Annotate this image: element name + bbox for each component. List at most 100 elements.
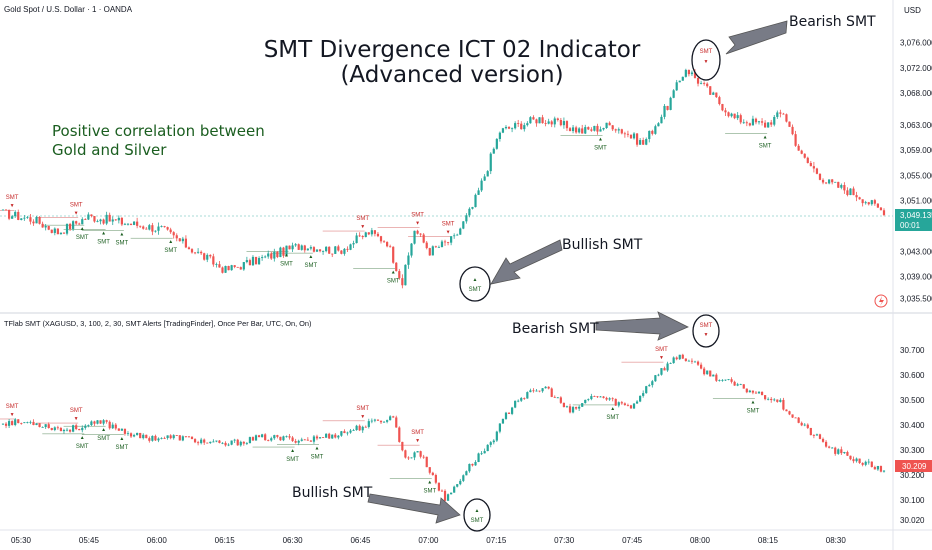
candle-body[interactable]: [486, 444, 489, 452]
candle-body[interactable]: [870, 200, 873, 205]
candle-body[interactable]: [440, 241, 444, 248]
candle-body[interactable]: [831, 179, 834, 183]
candle-body[interactable]: [477, 453, 480, 462]
candle-body[interactable]: [120, 217, 123, 225]
candle-body[interactable]: [72, 425, 75, 432]
candle-body[interactable]: [541, 388, 544, 392]
candle-body[interactable]: [200, 439, 203, 444]
candle-body[interactable]: [736, 384, 739, 386]
candle-body[interactable]: [809, 162, 812, 167]
candle-body[interactable]: [50, 428, 53, 431]
candle-body[interactable]: [312, 247, 316, 252]
candle-body[interactable]: [651, 130, 654, 134]
candle-body[interactable]: [651, 381, 654, 386]
candle-body[interactable]: [242, 262, 245, 270]
candle-body[interactable]: [261, 257, 264, 259]
candle-body[interactable]: [824, 182, 828, 184]
candle-body[interactable]: [142, 226, 145, 229]
candle-body[interactable]: [309, 247, 312, 249]
candle-body[interactable]: [501, 128, 505, 133]
candle-body[interactable]: [184, 238, 188, 248]
candle-body[interactable]: [450, 236, 453, 243]
candle-body[interactable]: [212, 256, 215, 265]
candle-body[interactable]: [50, 229, 53, 233]
candle-body[interactable]: [690, 360, 694, 362]
last-price-tag-gold[interactable]: [895, 209, 932, 231]
candle-body[interactable]: [431, 472, 434, 476]
candle-body[interactable]: [270, 438, 273, 441]
candle-body[interactable]: [575, 407, 578, 409]
candle-body[interactable]: [852, 459, 855, 462]
candle-body[interactable]: [230, 440, 233, 445]
candle-body[interactable]: [242, 441, 245, 444]
candle-body[interactable]: [623, 403, 626, 405]
candle-body[interactable]: [693, 72, 697, 78]
candle-body[interactable]: [776, 399, 779, 402]
candle-body[interactable]: [437, 482, 441, 491]
candle-body[interactable]: [32, 221, 35, 224]
candle-body[interactable]: [401, 441, 404, 451]
candle-body[interactable]: [815, 434, 819, 436]
candle-body[interactable]: [617, 129, 620, 131]
candle-body[interactable]: [376, 419, 380, 421]
candle-body[interactable]: [197, 442, 200, 444]
indicator-legend[interactable]: TFlab SMT (XAGUSD, 3, 100, 2, 30, SMT Al…: [4, 319, 312, 328]
candle-body[interactable]: [352, 430, 355, 431]
candle-body[interactable]: [788, 121, 791, 127]
candle-body[interactable]: [358, 235, 361, 237]
candle-body[interactable]: [620, 129, 623, 134]
candle-body[interactable]: [803, 424, 806, 426]
candle-body[interactable]: [72, 221, 75, 229]
candle-body[interactable]: [1, 209, 5, 211]
candle-body[interactable]: [535, 119, 538, 124]
candle-body[interactable]: [315, 436, 319, 439]
candle-body[interactable]: [65, 429, 69, 431]
candle-body[interactable]: [590, 396, 593, 400]
candle-body[interactable]: [757, 391, 761, 394]
candle-body[interactable]: [334, 246, 337, 254]
candle-body[interactable]: [733, 113, 736, 119]
candle-body[interactable]: [443, 241, 447, 243]
candle-body[interactable]: [614, 398, 617, 406]
candle-body[interactable]: [361, 236, 364, 238]
candle-body[interactable]: [785, 409, 788, 412]
candle-body[interactable]: [422, 234, 425, 243]
candle-body[interactable]: [855, 458, 858, 462]
candle-body[interactable]: [75, 425, 78, 430]
candle-body[interactable]: [53, 228, 56, 233]
candle-body[interactable]: [404, 264, 407, 286]
candle-body[interactable]: [635, 133, 639, 145]
candle-body[interactable]: [166, 227, 169, 230]
candle-body[interactable]: [544, 123, 547, 124]
candle-body[interactable]: [148, 225, 151, 230]
candle-body[interactable]: [562, 121, 566, 126]
candle-body[interactable]: [41, 427, 44, 428]
candle-body[interactable]: [382, 421, 386, 423]
candle-body[interactable]: [779, 112, 782, 114]
candle-body[interactable]: [257, 258, 261, 265]
candle-body[interactable]: [181, 238, 184, 242]
candle-body[interactable]: [590, 129, 593, 131]
candle-body[interactable]: [687, 69, 690, 75]
candle-body[interactable]: [87, 425, 90, 426]
candle-body[interactable]: [602, 128, 605, 130]
candle-body[interactable]: [629, 405, 633, 409]
candle-body[interactable]: [529, 390, 532, 393]
candle-body[interactable]: [4, 423, 8, 426]
candle-body[interactable]: [75, 221, 78, 224]
candle-body[interactable]: [596, 125, 599, 132]
candle-body[interactable]: [507, 126, 511, 129]
candle-body[interactable]: [303, 439, 306, 441]
candle-body[interactable]: [504, 412, 508, 419]
candle-body[interactable]: [129, 433, 133, 437]
candle-body[interactable]: [873, 466, 876, 470]
candle-body[interactable]: [236, 439, 239, 446]
candle-body[interactable]: [553, 396, 556, 398]
candle-body[interactable]: [663, 105, 666, 117]
candle-body[interactable]: [279, 247, 282, 258]
candle-body[interactable]: [29, 217, 32, 222]
candle-body[interactable]: [645, 386, 648, 394]
candle-body[interactable]: [276, 435, 279, 437]
candle-body[interactable]: [4, 209, 8, 211]
